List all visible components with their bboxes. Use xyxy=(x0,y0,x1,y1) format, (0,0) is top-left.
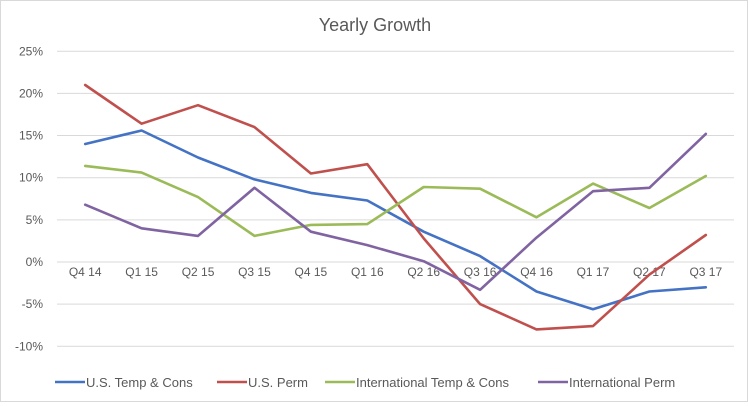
series-line xyxy=(83,83,708,331)
x-tick-label: Q4 14 xyxy=(69,265,102,279)
x-tick-label: Q1 17 xyxy=(577,265,610,279)
series-line xyxy=(83,164,708,238)
x-tick-label: Q1 16 xyxy=(351,265,384,279)
y-tick-label: 5% xyxy=(26,213,44,227)
chart-title: Yearly Growth xyxy=(319,15,431,35)
legend-label: International Temp & Cons xyxy=(356,375,509,390)
x-tick-label: Q3 16 xyxy=(464,265,497,279)
y-tick-label: 25% xyxy=(19,44,43,58)
x-tick-label: Q3 17 xyxy=(689,265,722,279)
y-tick-label: 15% xyxy=(19,129,43,143)
legend-label: International Perm xyxy=(569,375,675,390)
x-tick-label: Q3 15 xyxy=(238,265,271,279)
legend-label: U.S. Perm xyxy=(248,375,308,390)
y-tick-label: 20% xyxy=(19,86,43,100)
y-tick-label: -5% xyxy=(22,297,44,311)
series-line xyxy=(83,129,708,311)
x-tick-label: Q2 16 xyxy=(407,265,440,279)
x-tick-label: Q2 15 xyxy=(182,265,215,279)
x-tick-label: Q4 15 xyxy=(295,265,328,279)
y-tick-label: 10% xyxy=(19,171,43,185)
x-tick-label: Q1 15 xyxy=(125,265,158,279)
y-tick-label: -10% xyxy=(15,339,43,353)
x-tick-label: Q4 16 xyxy=(520,265,553,279)
legend-label: U.S. Temp & Cons xyxy=(86,375,193,390)
y-tick-label: 0% xyxy=(26,255,44,269)
series-line xyxy=(83,132,708,292)
